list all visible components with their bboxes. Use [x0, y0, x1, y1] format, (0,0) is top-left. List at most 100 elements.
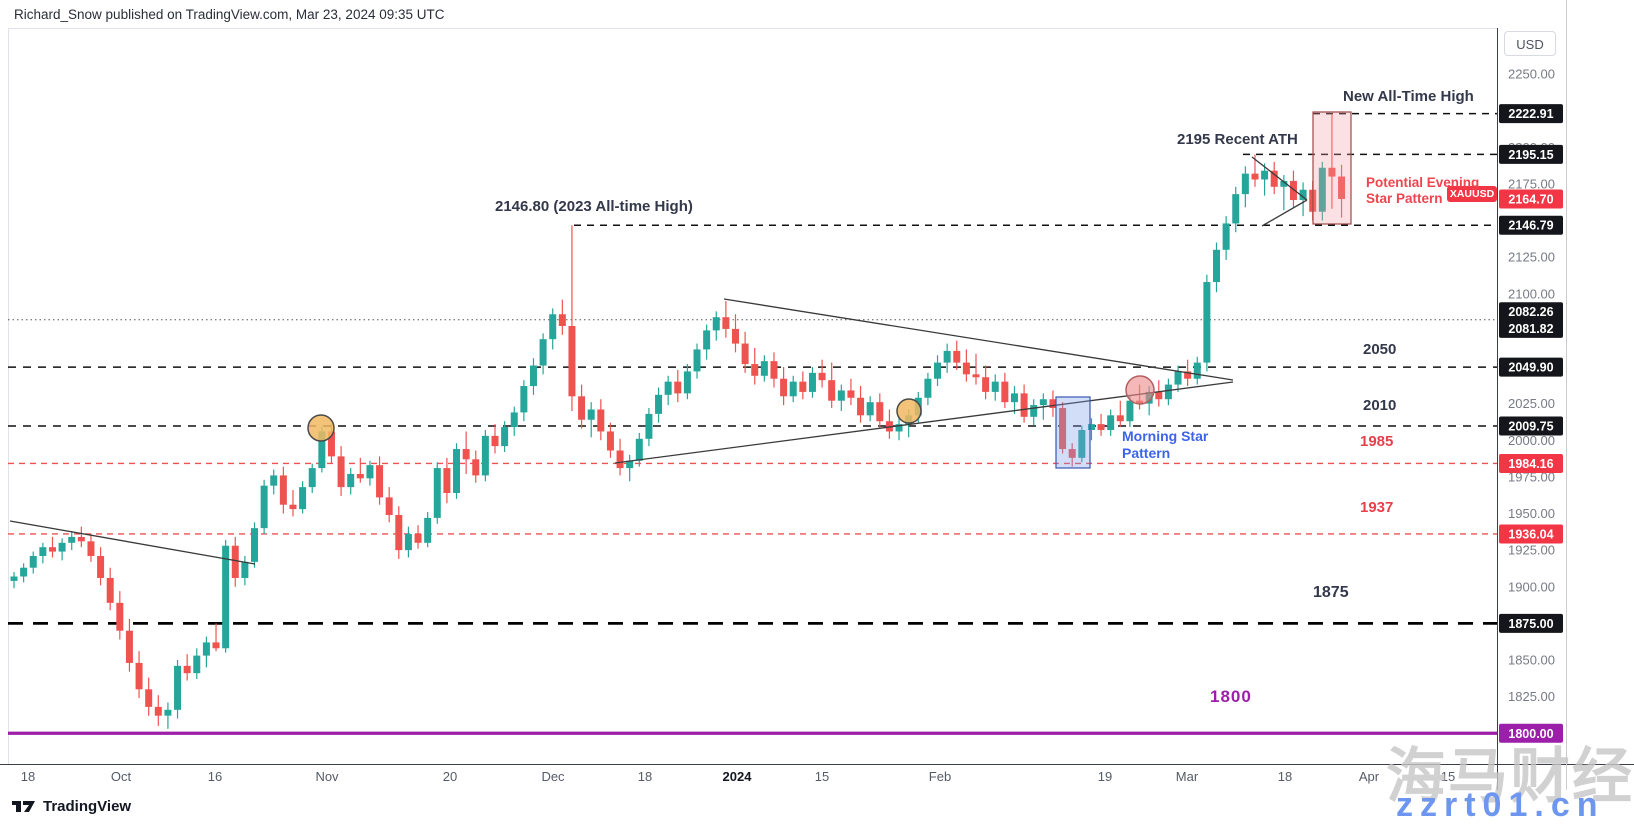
candle-body	[943, 350, 951, 363]
candle-body	[616, 450, 624, 469]
candle-body	[10, 576, 18, 581]
price-label-1985[interactable]: 1985	[1360, 433, 1394, 450]
candle-body	[154, 706, 162, 716]
candle-body	[885, 421, 893, 432]
candle-body	[1241, 173, 1249, 195]
candle-body	[732, 328, 739, 344]
candle-body	[202, 642, 210, 656]
candle-body	[501, 427, 509, 447]
candle-body	[568, 325, 576, 397]
x-axis-tick-label: Oct	[111, 769, 132, 784]
candle-body	[549, 314, 557, 340]
price-label-1875[interactable]: 1875	[1313, 584, 1349, 601]
candle-body	[722, 317, 730, 329]
annotation-evening-star[interactable]: Potential Evening Star Pattern	[1366, 175, 1479, 207]
candle-body	[982, 377, 990, 392]
candle-body	[953, 350, 961, 363]
x-axis-tick-label: Nov	[315, 769, 339, 784]
annotation-morning-star[interactable]: Morning Star Pattern	[1122, 428, 1208, 462]
currency-usd-button[interactable]: USD	[1504, 31, 1556, 56]
evening-star-box[interactable]	[1312, 111, 1352, 225]
candle-body	[1232, 194, 1240, 224]
highlight-circle-feb-candle[interactable]	[1125, 375, 1155, 405]
morning-star-box[interactable]	[1055, 396, 1091, 469]
price-label-1800[interactable]: 1800	[1210, 687, 1252, 706]
x-axis-tick-label: Apr	[1359, 769, 1380, 784]
price-label-2010[interactable]: 2010	[1363, 397, 1397, 414]
x-axis-tick-label: 16	[208, 769, 222, 784]
candle-body	[934, 362, 942, 379]
tradingview-footer[interactable]: TradingView	[12, 798, 131, 815]
candle-body	[1155, 391, 1163, 400]
x-axis-tick-label: 2024	[723, 769, 753, 784]
candle-body	[1203, 282, 1211, 363]
y-axis-tick-label: 2000.00	[1508, 433, 1555, 448]
annotation-recent-ath[interactable]: 2195 Recent ATH	[1177, 131, 1298, 148]
candle-body	[376, 465, 384, 498]
watermark-site-url: zzrt01.cn	[1396, 786, 1605, 824]
price-badge	[1499, 144, 1563, 164]
x-axis-tick-label: Dec	[541, 769, 565, 784]
annotation-morning-star-line2: Pattern	[1122, 445, 1171, 461]
candle-body	[29, 555, 37, 568]
candle-body	[895, 424, 903, 432]
candle-body	[356, 473, 364, 479]
trendline-triangle-upper[interactable]	[723, 298, 1234, 381]
price-badge	[1499, 318, 1563, 338]
candle-body	[645, 413, 653, 439]
price-badge	[1499, 524, 1563, 544]
candle-body	[510, 412, 518, 428]
price-badge	[1499, 453, 1563, 473]
candle-body	[789, 381, 797, 397]
annotation-new-all-time-high[interactable]: New All-Time High	[1343, 88, 1474, 105]
trendline-sep-resistance[interactable]	[9, 520, 256, 565]
x-axis-tick-label: 18	[638, 769, 652, 784]
price-badge-label: 2222.91	[1508, 107, 1553, 121]
price-badge-label: 2082.26	[1508, 305, 1553, 319]
candle-body	[751, 364, 759, 376]
trendline-pennant-upper[interactable]	[1251, 156, 1308, 201]
y-axis-tick-label: 1950.00	[1508, 506, 1555, 521]
price-label-2050[interactable]: 2050	[1363, 341, 1397, 358]
trendline-pennant-lower[interactable]	[1261, 199, 1308, 227]
price-badge	[1499, 104, 1563, 124]
annotation-2023-ath[interactable]: 2146.80 (2023 All-time High)	[495, 198, 693, 215]
tradingview-footer-label: TradingView	[43, 798, 132, 815]
candle-body	[58, 542, 66, 552]
candle-body	[712, 317, 720, 331]
y-axis-tick-label: 1975.00	[1508, 469, 1555, 484]
candle-body	[1338, 176, 1346, 199]
candle-body	[1261, 170, 1269, 180]
y-axis-tick-label: 2025.00	[1508, 396, 1555, 411]
candle-body	[1222, 223, 1230, 250]
candle-body	[97, 555, 105, 578]
candle-body	[385, 497, 393, 515]
candle-body	[683, 371, 691, 394]
price-label-1937[interactable]: 1937	[1360, 499, 1394, 516]
candle-body	[125, 630, 133, 663]
candle-body	[308, 468, 316, 488]
candle-body	[578, 396, 586, 420]
annotation-morning-star-line1: Morning Star	[1122, 428, 1209, 444]
candle-body	[1184, 371, 1192, 379]
candle-body	[68, 536, 76, 543]
highlight-circle-oct-high[interactable]	[307, 414, 335, 442]
price-badge-label: 1800.00	[1508, 727, 1553, 741]
price-badge-label: 1984.16	[1508, 457, 1553, 471]
x-axis-tick-label: 20	[443, 769, 457, 784]
highlight-circle-jan-low[interactable]	[896, 398, 922, 424]
candle-body	[491, 435, 499, 447]
tradingview-logo-icon	[12, 800, 35, 812]
candle-body	[703, 330, 711, 350]
x-axis-tick-label: 19	[1098, 769, 1112, 784]
candle-body	[693, 349, 701, 372]
price-badge-label: 2146.79	[1508, 219, 1553, 233]
candle-body	[558, 314, 566, 326]
candle-body	[289, 504, 297, 510]
candle-body	[87, 541, 95, 556]
candle-body	[212, 642, 220, 649]
price-badge	[1499, 416, 1563, 436]
candle-body	[251, 528, 258, 562]
candle-body	[462, 449, 470, 460]
